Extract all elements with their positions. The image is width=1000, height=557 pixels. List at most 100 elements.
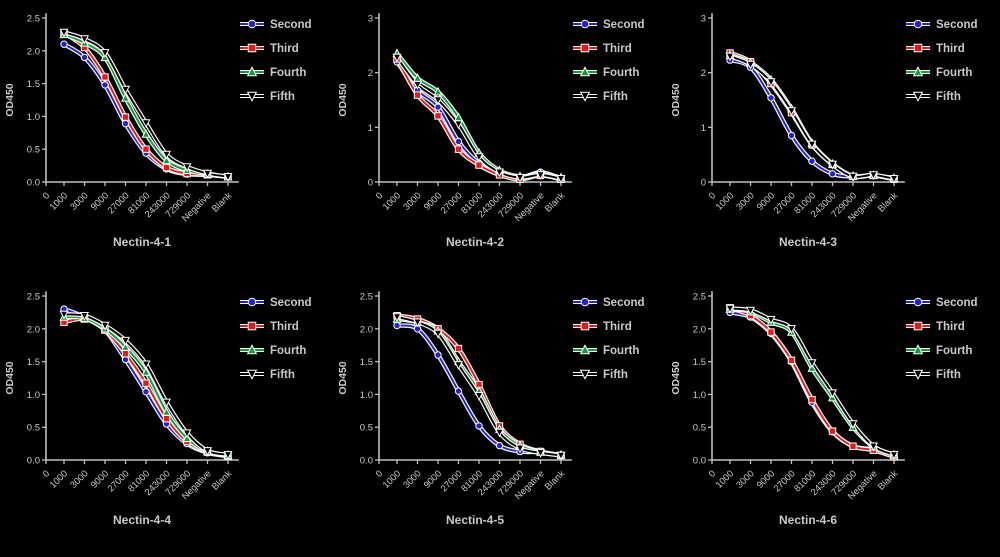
- chart-title: Nectin-4-4: [113, 513, 171, 527]
- legend-marker-third: [580, 43, 590, 53]
- triangle-down-marker-icon: [869, 442, 878, 452]
- x-tick-label: 27000: [439, 468, 464, 493]
- chart-title: Nectin-4-3: [779, 235, 837, 249]
- legend-label: Third: [936, 43, 965, 55]
- x-tick-label: Blank: [876, 468, 900, 492]
- data-point-third: [101, 73, 109, 81]
- legend-item-second: Second: [906, 19, 978, 31]
- circle-marker-icon: [434, 351, 442, 359]
- square-marker-icon: [828, 427, 837, 435]
- triangle-down-marker-icon: [556, 451, 566, 461]
- legend-marker-fourth: [579, 344, 591, 355]
- data-point-second: [121, 119, 130, 128]
- square-marker-icon: [787, 356, 796, 365]
- circle-marker-icon: [787, 131, 796, 140]
- triangle-down-marker-icon: [869, 171, 878, 180]
- triangle-down-marker-icon: [495, 168, 504, 178]
- series-line-second: [729, 311, 895, 458]
- data-point-fifth: [787, 107, 796, 116]
- legend-label: Third: [270, 43, 299, 55]
- y-tick-label: 2.0: [693, 324, 706, 335]
- legend-marker-second: [247, 19, 257, 29]
- legend-item-fourth: Fourth: [906, 66, 972, 79]
- chart-title: Nectin-4-1: [113, 235, 171, 249]
- triangle-down-marker-icon: [848, 172, 858, 182]
- square-marker-icon: [767, 328, 775, 336]
- data-point-fifth: [725, 52, 735, 62]
- triangle-down-marker-icon: [474, 391, 484, 401]
- square-marker-icon: [454, 145, 463, 153]
- legend-item-third: Third: [573, 321, 632, 333]
- data-point-fifth: [121, 336, 130, 346]
- x-tick-label: Blank: [876, 190, 900, 214]
- circle-marker-icon: [580, 297, 590, 307]
- triangle-down-marker-icon: [725, 52, 735, 62]
- triangle-down-marker-icon: [223, 451, 233, 460]
- data-point-fifth: [869, 171, 878, 180]
- legend-item-second: Second: [573, 297, 645, 309]
- legend-marker-fifth: [579, 369, 591, 380]
- triangle-down-marker-icon: [413, 318, 422, 328]
- square-marker-icon: [454, 344, 463, 353]
- legend-item-fifth: Fifth: [573, 91, 628, 103]
- data-point-fifth: [121, 85, 130, 95]
- y-tick-label: 2: [368, 68, 373, 79]
- legend-label: Fifth: [270, 91, 295, 103]
- data-point-third: [475, 161, 483, 169]
- triangle-down-marker-icon: [162, 398, 171, 408]
- square-marker-icon: [162, 163, 171, 172]
- data-point-fifth: [828, 160, 837, 170]
- data-point-fifth: [80, 312, 89, 321]
- chart-panel-nectin-4-3: 0 1 2 3 0 1000 3000 9000 27000 81000 243000 729000 N…: [666, 0, 1000, 278]
- triangle-down-marker-icon: [392, 53, 402, 63]
- axes: [711, 13, 905, 183]
- data-point-fifth: [889, 174, 899, 184]
- triangle-down-marker-icon: [556, 174, 566, 184]
- triangle-down-marker-icon: [536, 449, 545, 458]
- triangle-down-marker-icon: [828, 160, 837, 170]
- legend-label: Fourth: [936, 67, 972, 79]
- data-point-fifth: [556, 174, 566, 184]
- y-axis-title: OD450: [4, 361, 16, 394]
- x-tick-label: Blank: [210, 190, 234, 214]
- legend-label: Fourth: [270, 345, 306, 357]
- data-point-third: [454, 145, 463, 153]
- data-point-fifth: [100, 49, 110, 58]
- triangle-down-marker-icon: [100, 49, 110, 58]
- series-halo-second: [62, 42, 229, 179]
- legend-item-fourth: Fourth: [240, 344, 306, 357]
- data-point-second: [142, 388, 150, 396]
- circle-marker-icon: [121, 119, 130, 128]
- triangle-down-marker-icon: [413, 80, 422, 90]
- axes: [378, 291, 572, 461]
- triangle-down-marker-icon: [766, 315, 776, 325]
- y-tick-label: 1.5: [360, 357, 373, 368]
- triangle-up-marker-icon: [433, 86, 443, 96]
- legend-item-fourth: Fourth: [240, 66, 306, 79]
- legend-marker-third: [247, 43, 257, 53]
- x-tick-label: Blank: [543, 190, 567, 214]
- x-tick-label: 3000: [401, 190, 423, 212]
- series-line-third: [729, 306, 895, 458]
- data-point-third: [808, 395, 816, 404]
- legend-marker-fifth: [579, 91, 591, 102]
- circle-marker-icon: [913, 297, 923, 307]
- data-point-fifth: [515, 173, 525, 183]
- legend-marker-second: [913, 19, 923, 29]
- series-line-fourth: [729, 308, 895, 456]
- legend-item-fifth: Fifth: [240, 91, 295, 103]
- legend-item-third: Third: [906, 321, 965, 333]
- square-marker-icon: [913, 43, 923, 53]
- triangle-down-marker-icon: [454, 361, 463, 370]
- square-marker-icon: [101, 73, 109, 81]
- data-point-fifth: [725, 304, 735, 314]
- circle-marker-icon: [60, 40, 68, 48]
- triangle-down-marker-icon: [59, 28, 69, 38]
- triangle-down-marker-icon: [889, 451, 899, 460]
- triangle-down-marker-icon: [182, 429, 192, 439]
- triangle-down-marker-icon: [746, 306, 755, 316]
- data-point-third: [787, 356, 796, 365]
- data-point-second: [454, 387, 463, 395]
- y-axis-title: OD450: [337, 361, 349, 394]
- triangle-down-marker-icon: [579, 91, 591, 102]
